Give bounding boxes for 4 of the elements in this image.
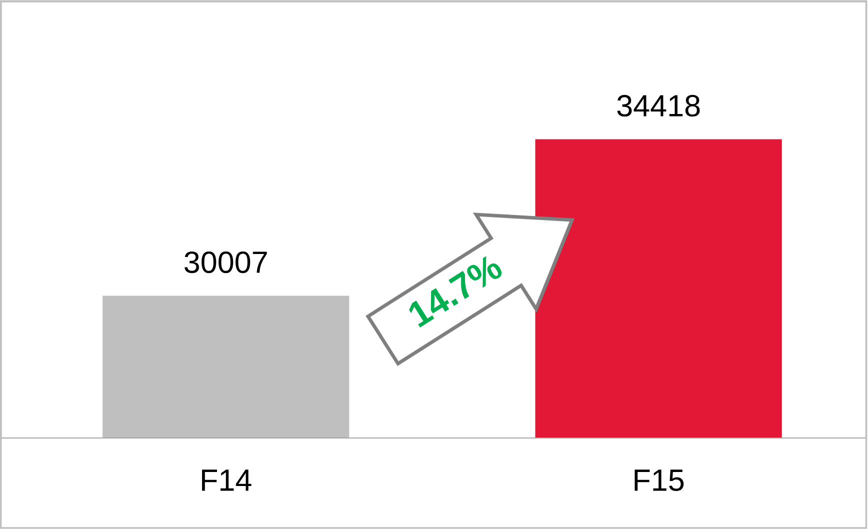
x-tick-label: F14 xyxy=(202,470,252,491)
data-label: 34418 xyxy=(617,94,700,117)
data-label: 30007 xyxy=(184,251,267,274)
x-tick-label: F15 xyxy=(634,470,684,491)
